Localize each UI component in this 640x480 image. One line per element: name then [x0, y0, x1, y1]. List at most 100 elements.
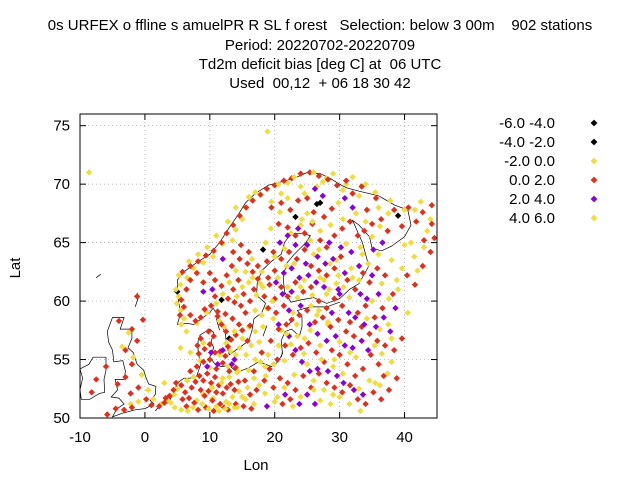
- data-point: [393, 276, 400, 284]
- data-point: [236, 212, 243, 219]
- data-point: [340, 379, 347, 387]
- data-point: [233, 293, 241, 300]
- data-point: [358, 183, 365, 190]
- x-tick-label: 0: [141, 429, 149, 446]
- data-point: [352, 286, 359, 293]
- data-point: [206, 269, 214, 277]
- data-point: [232, 204, 239, 211]
- data-point: [232, 351, 239, 359]
- data-point: [229, 315, 236, 322]
- data-point: [257, 358, 264, 366]
- data-point: [268, 297, 276, 305]
- data-point: [219, 290, 226, 298]
- data-point: [248, 405, 255, 412]
- data-point: [284, 293, 291, 300]
- data-point: [294, 294, 301, 301]
- data-point: [222, 328, 230, 335]
- data-point: [280, 177, 288, 184]
- data-point: [276, 375, 284, 382]
- data-point: [133, 293, 141, 300]
- data-point: [222, 352, 229, 360]
- data-point: [246, 297, 254, 305]
- data-point: [161, 399, 168, 406]
- data-point: [245, 193, 252, 201]
- data-point: [398, 265, 406, 272]
- data-point: [362, 400, 369, 408]
- legend-marker: [590, 157, 598, 165]
- data-point: [261, 390, 269, 397]
- data-point: [271, 267, 278, 274]
- data-point: [183, 328, 190, 335]
- data-point: [250, 375, 258, 382]
- data-point: [315, 307, 323, 314]
- data-point: [390, 206, 398, 214]
- data-point: [355, 276, 363, 284]
- data-point: [143, 396, 150, 403]
- data-point: [389, 290, 397, 298]
- data-point: [328, 309, 336, 316]
- data-point: [178, 382, 185, 389]
- data-point: [219, 255, 226, 263]
- data-point: [205, 387, 212, 395]
- x-tick-label: 20: [266, 429, 283, 446]
- data-point: [326, 239, 333, 246]
- data-point: [332, 332, 339, 340]
- x-tick-label: 10: [201, 429, 218, 446]
- data-point: [302, 260, 310, 267]
- data-point: [284, 194, 291, 202]
- y-tick-label: 65: [53, 235, 70, 252]
- data-point: [366, 279, 373, 286]
- data-point: [379, 304, 386, 312]
- data-point: [185, 258, 193, 265]
- data-point: [388, 358, 395, 366]
- data-point: [185, 394, 193, 402]
- data-point: [292, 386, 299, 394]
- data-point: [288, 288, 295, 295]
- data-point: [329, 391, 337, 398]
- data-point: [242, 204, 250, 211]
- data-point: [297, 344, 304, 352]
- data-point: [248, 255, 256, 263]
- data-point: [176, 311, 184, 319]
- data-point: [219, 390, 226, 397]
- data-point: [352, 354, 360, 361]
- data-point: [301, 190, 308, 197]
- data-point: [413, 218, 420, 225]
- data-point: [368, 220, 376, 228]
- data-point: [288, 316, 295, 323]
- data-point: [193, 269, 201, 277]
- title-line-3: Td2m deficit bias [deg C] at 06 UTC: [198, 56, 442, 73]
- legend-marker: [590, 195, 598, 203]
- data-point: [314, 253, 321, 260]
- data-point: [177, 281, 184, 288]
- data-point: [316, 397, 324, 404]
- data-point: [287, 396, 294, 403]
- data-point: [289, 351, 297, 359]
- data-point: [361, 227, 368, 235]
- data-point: [188, 384, 195, 391]
- data-point: [258, 311, 265, 319]
- data-point: [315, 370, 323, 377]
- data-point: [349, 204, 356, 211]
- data-point: [285, 248, 293, 256]
- data-point: [135, 398, 142, 405]
- data-point: [307, 302, 315, 309]
- data-point: [253, 292, 260, 299]
- legend-label: 0.0 2.0: [509, 172, 555, 189]
- legend-label: 4.0 6.0: [509, 210, 555, 227]
- data-point: [187, 368, 194, 375]
- data-point: [181, 389, 189, 396]
- data-point: [85, 169, 93, 176]
- data-point: [333, 280, 340, 287]
- data-point: [201, 306, 208, 313]
- data-point: [235, 387, 243, 395]
- data-point: [344, 361, 351, 368]
- data-point: [200, 358, 207, 366]
- data-point: [177, 344, 184, 352]
- data-point: [204, 244, 211, 251]
- data-point: [348, 248, 355, 256]
- data-point: [323, 379, 330, 387]
- data-point: [291, 173, 298, 181]
- data-point: [297, 302, 304, 309]
- data-point: [229, 393, 236, 401]
